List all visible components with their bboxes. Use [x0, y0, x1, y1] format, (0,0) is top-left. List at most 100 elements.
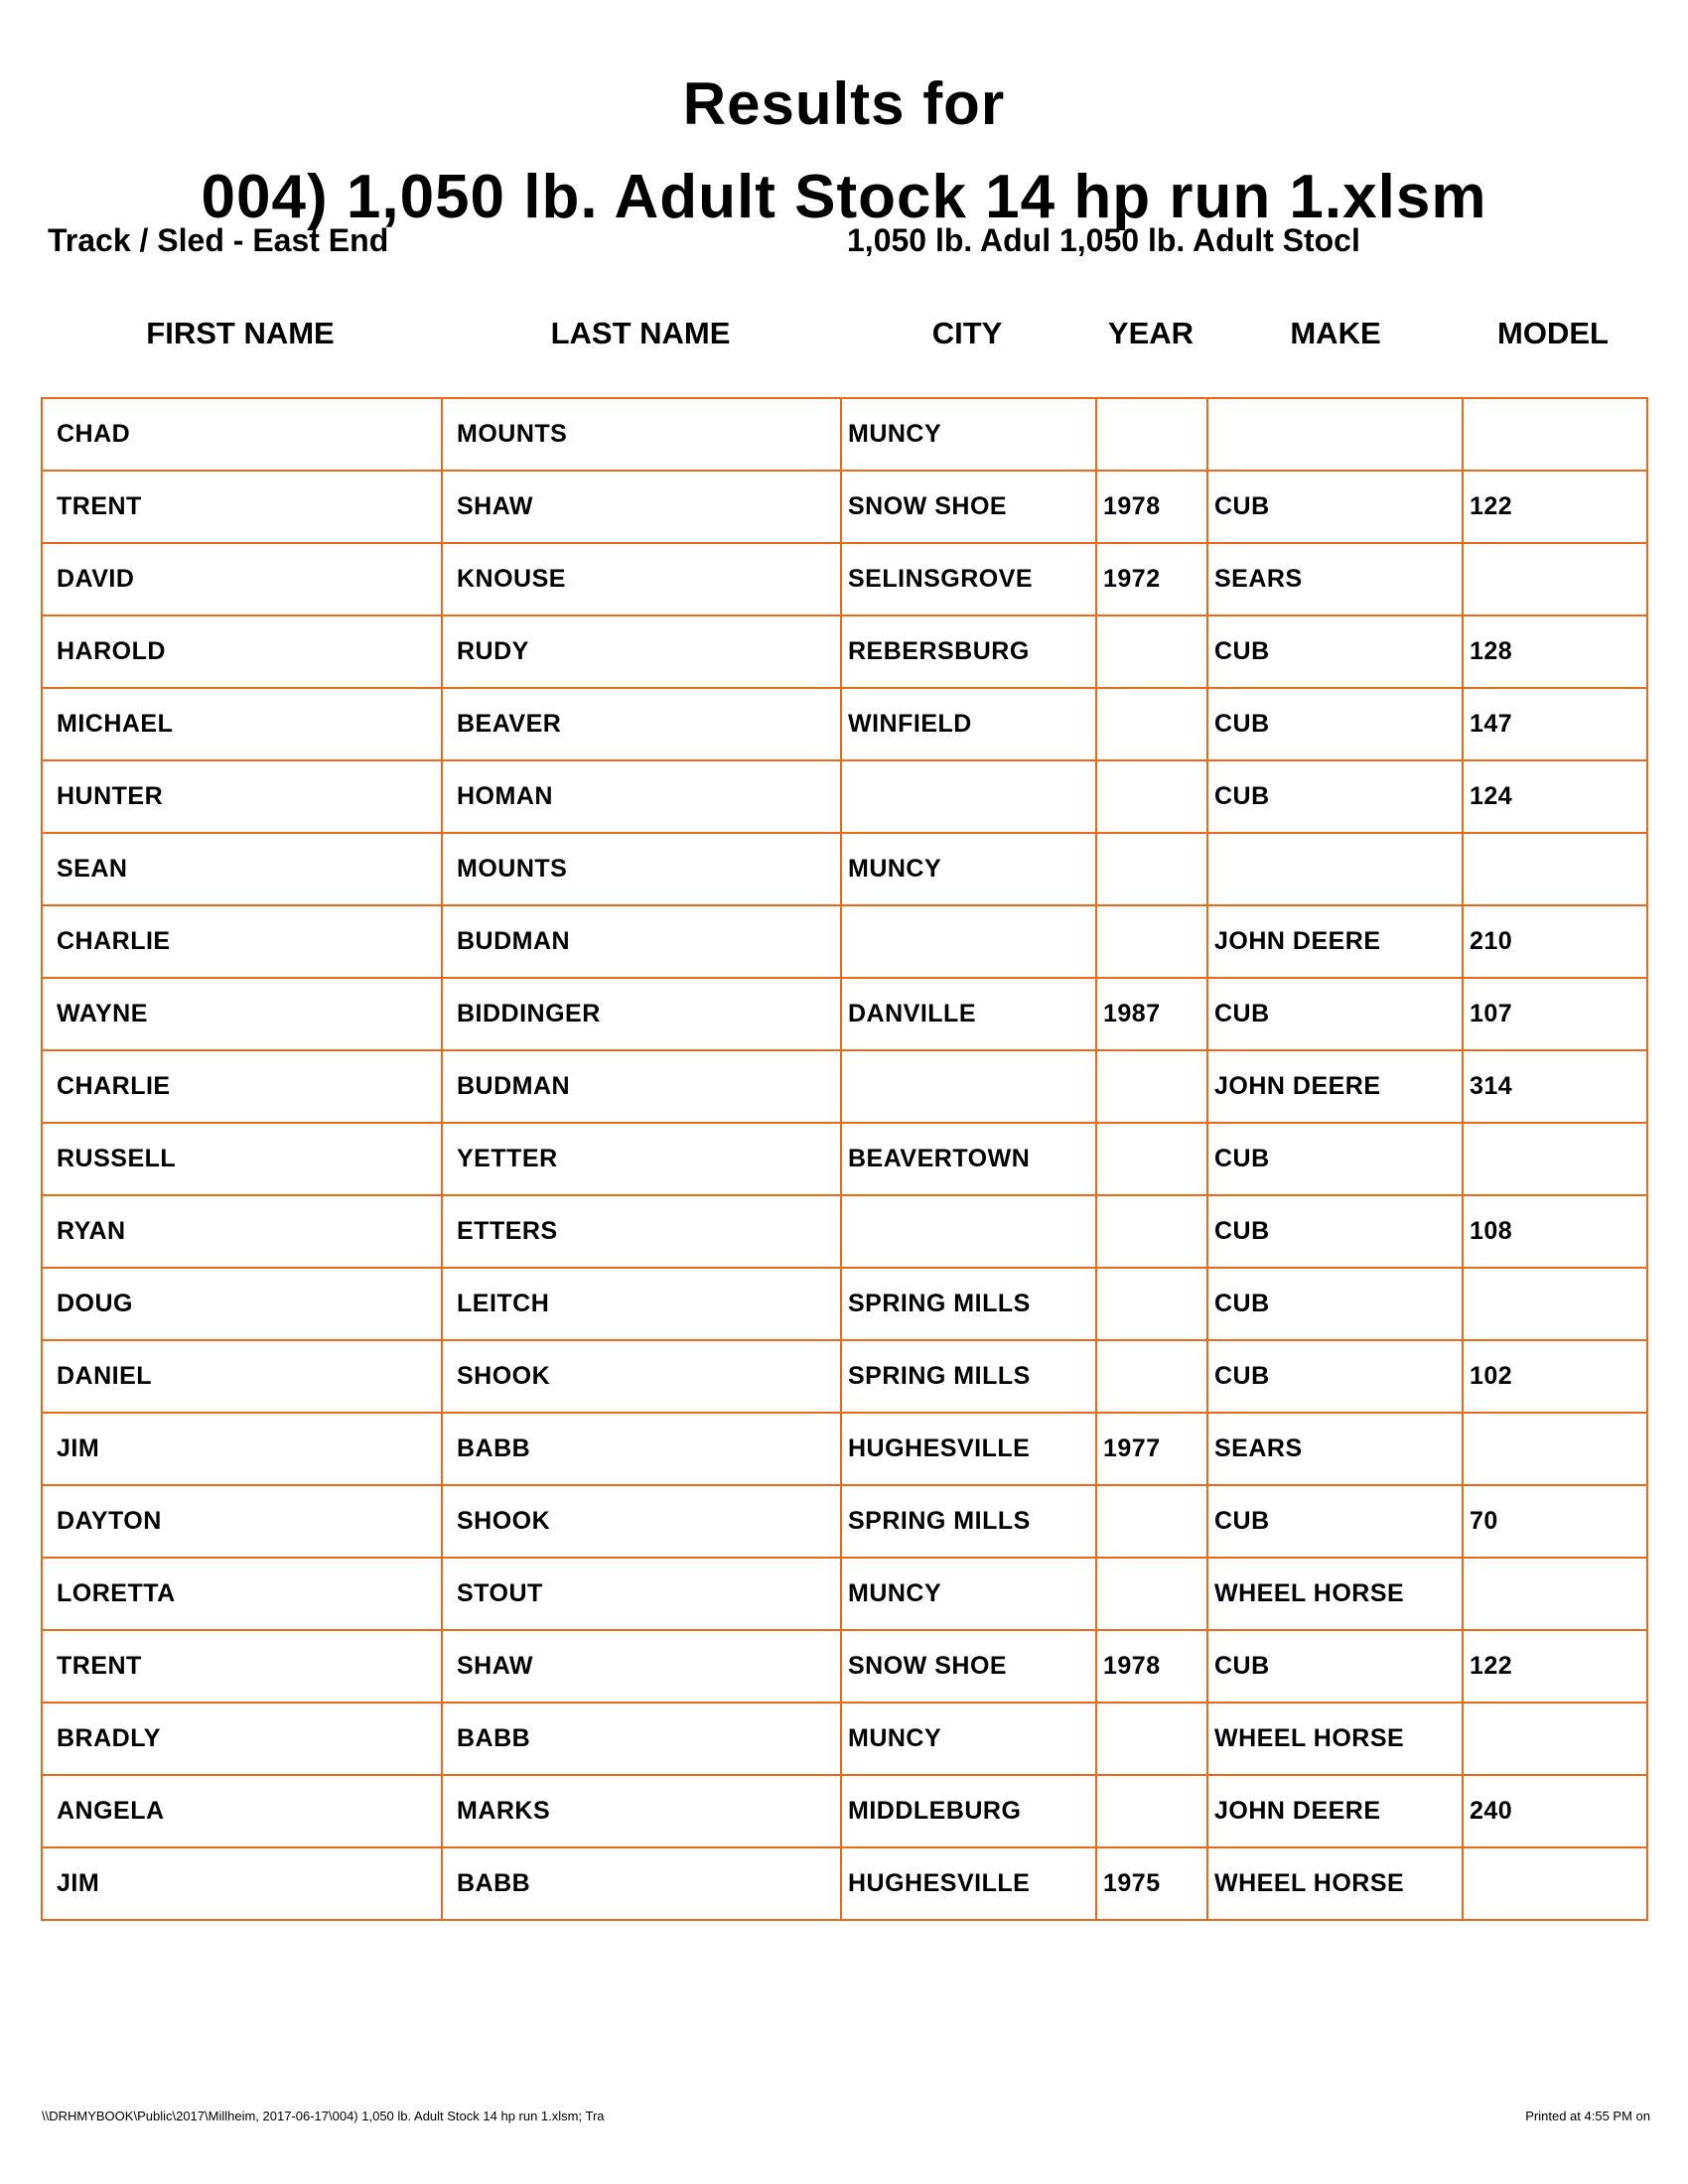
cell-year — [1095, 1267, 1208, 1341]
cell-model — [1462, 1702, 1648, 1776]
cell-year — [1095, 1194, 1208, 1269]
cell-last-name: RUDY — [441, 614, 842, 689]
cell-make: CUB — [1206, 1339, 1464, 1414]
cell-first-name: DAVID — [41, 542, 443, 616]
cell-year — [1095, 687, 1208, 761]
cell-model — [1462, 832, 1648, 906]
cell-first-name: TRENT — [41, 470, 443, 544]
cell-first-name: DANIEL — [41, 1339, 443, 1414]
cell-year — [1095, 904, 1208, 979]
subtitle-right: 1,050 lb. Adul 1,050 lb. Adult Stocl — [847, 222, 1360, 258]
cell-city: SPRING MILLS — [840, 1339, 1097, 1414]
cell-make: CUB — [1206, 1484, 1464, 1559]
table-row: HAROLD RUDY REBERSBURG CUB 128 — [41, 614, 1648, 689]
cell-city: SNOW SHOE — [840, 470, 1097, 544]
cell-last-name: LEITCH — [441, 1267, 842, 1341]
cell-model: 70 — [1462, 1484, 1648, 1559]
cell-first-name: HAROLD — [41, 614, 443, 689]
cell-last-name: SHOOK — [441, 1339, 842, 1414]
results-table-body: CHAD MOUNTS MUNCY TRENT SHAW SNOW SHOE 1978 CUB… — [41, 397, 1648, 1921]
cell-first-name: ANGELA — [41, 1774, 443, 1848]
cell-city: DANVILLE — [840, 977, 1097, 1051]
table-row: DOUG LEITCH SPRING MILLS CUB — [41, 1267, 1648, 1341]
table-row: TRENT SHAW SNOW SHOE 1978 CUB 122 — [41, 470, 1648, 544]
cell-last-name: SHOOK — [441, 1484, 842, 1559]
cell-first-name: JIM — [41, 1846, 443, 1921]
cell-year: 1972 — [1095, 542, 1208, 616]
cell-make: CUB — [1206, 1629, 1464, 1704]
table-row: CHARLIE BUDMAN JOHN DEERE 314 — [41, 1049, 1648, 1124]
cell-year — [1095, 759, 1208, 834]
table-row: ANGELA MARKS MIDDLEBURG JOHN DEERE 240 — [41, 1774, 1648, 1848]
cell-model — [1462, 1267, 1648, 1341]
cell-make: CUB — [1206, 614, 1464, 689]
cell-year — [1095, 1557, 1208, 1631]
results-table: CHAD MOUNTS MUNCY TRENT SHAW SNOW SHOE 1978 CUB… — [41, 397, 1648, 1921]
cell-last-name: BIDDINGER — [441, 977, 842, 1051]
cell-make: CUB — [1206, 1122, 1464, 1196]
cell-year — [1095, 1484, 1208, 1559]
cell-city: SELINSGROVE — [840, 542, 1097, 616]
cell-first-name: MICHAEL — [41, 687, 443, 761]
cell-city: BEAVERTOWN — [840, 1122, 1097, 1196]
cell-city: MIDDLEBURG — [840, 1774, 1097, 1848]
cell-last-name: BABB — [441, 1412, 842, 1486]
cell-last-name: YETTER — [441, 1122, 842, 1196]
header-last-name: LAST NAME — [550, 316, 731, 350]
cell-first-name: LORETTA — [41, 1557, 443, 1631]
title-line-1: Results for — [682, 70, 1006, 137]
cell-first-name: SEAN — [41, 832, 443, 906]
cell-first-name: DOUG — [41, 1267, 443, 1341]
cell-model: 124 — [1462, 759, 1648, 834]
cell-first-name: BRADLY — [41, 1702, 443, 1776]
cell-year — [1095, 397, 1208, 472]
cell-city: MUNCY — [840, 832, 1097, 906]
cell-last-name: ETTERS — [441, 1194, 842, 1269]
cell-year: 1977 — [1095, 1412, 1208, 1486]
header-model: MODEL — [1497, 316, 1609, 350]
cell-last-name: MOUNTS — [441, 397, 842, 472]
cell-first-name: JIM — [41, 1412, 443, 1486]
cell-city: HUGHESVILLE — [840, 1412, 1097, 1486]
table-row: DAYTON SHOOK SPRING MILLS CUB 70 — [41, 1484, 1648, 1559]
cell-year — [1095, 1049, 1208, 1124]
header-year: YEAR — [1107, 316, 1195, 350]
cell-last-name: MARKS — [441, 1774, 842, 1848]
footer-file-path: \\DRHMYBOOK\Public\2017\Millheim, 2017-0… — [42, 2109, 605, 2123]
cell-make: JOHN DEERE — [1206, 1774, 1464, 1848]
cell-year — [1095, 614, 1208, 689]
cell-make: SEARS — [1206, 542, 1464, 616]
table-row: DAVID KNOUSE SELINSGROVE 1972 SEARS — [41, 542, 1648, 616]
table-row: DANIEL SHOOK SPRING MILLS CUB 102 — [41, 1339, 1648, 1414]
cell-first-name: WAYNE — [41, 977, 443, 1051]
cell-model: 314 — [1462, 1049, 1648, 1124]
cell-make: CUB — [1206, 977, 1464, 1051]
table-row: HUNTER HOMAN CUB 124 — [41, 759, 1648, 834]
cell-year — [1095, 1339, 1208, 1414]
cell-city: MUNCY — [840, 1702, 1097, 1776]
cell-first-name: DAYTON — [41, 1484, 443, 1559]
cell-model: 102 — [1462, 1339, 1648, 1414]
table-row: MICHAEL BEAVER WINFIELD CUB 147 — [41, 687, 1648, 761]
cell-city: WINFIELD — [840, 687, 1097, 761]
cell-first-name: TRENT — [41, 1629, 443, 1704]
cell-year — [1095, 1122, 1208, 1196]
cell-year: 1987 — [1095, 977, 1208, 1051]
table-row: JIM BABB HUGHESVILLE 1977 SEARS — [41, 1412, 1648, 1486]
cell-city — [840, 759, 1097, 834]
table-row: TRENT SHAW SNOW SHOE 1978 CUB 122 — [41, 1629, 1648, 1704]
cell-year: 1975 — [1095, 1846, 1208, 1921]
cell-city: SPRING MILLS — [840, 1484, 1097, 1559]
cell-make — [1206, 832, 1464, 906]
table-row: WAYNE BIDDINGER DANVILLE 1987 CUB 107 — [41, 977, 1648, 1051]
cell-model: 210 — [1462, 904, 1648, 979]
cell-make: WHEEL HORSE — [1206, 1702, 1464, 1776]
table-row: CHAD MOUNTS MUNCY — [41, 397, 1648, 472]
cell-model — [1462, 1557, 1648, 1631]
cell-first-name: CHAD — [41, 397, 443, 472]
cell-make: CUB — [1206, 1267, 1464, 1341]
cell-make: SEARS — [1206, 1412, 1464, 1486]
table-row: JIM BABB HUGHESVILLE 1975 WHEEL HORSE — [41, 1846, 1648, 1921]
footer-printed-at: Printed at 4:55 PM on — [1525, 2109, 1650, 2123]
cell-last-name: BABB — [441, 1846, 842, 1921]
